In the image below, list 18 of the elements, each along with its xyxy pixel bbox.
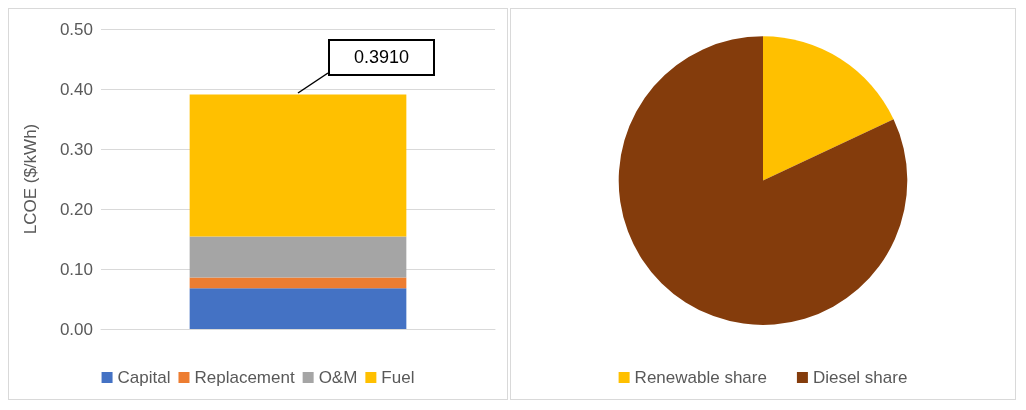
annotation: 0.3910 — [328, 39, 436, 77]
y-tick-label: 0.00 — [59, 319, 93, 339]
legend-label: O&M — [318, 368, 358, 387]
y-tick-label: 0.20 — [59, 199, 93, 219]
legend-label: Capital — [117, 368, 171, 387]
bar — [189, 277, 407, 289]
y-tick-label: 0.10 — [59, 259, 93, 279]
y-tick-label: 0.50 — [59, 19, 93, 39]
legend-label: Replacement — [194, 368, 295, 387]
legend-label: Renewable share — [634, 368, 767, 387]
bar — [189, 288, 407, 329]
legend-label: Diesel share — [812, 368, 908, 387]
y-axis-title: LCOE ($/kWh) — [21, 123, 40, 235]
legend-label: Fuel — [381, 368, 415, 387]
bar — [189, 94, 407, 237]
y-tick-label: 0.40 — [59, 79, 93, 99]
y-tick-label: 0.30 — [59, 139, 93, 159]
bar — [189, 236, 407, 278]
